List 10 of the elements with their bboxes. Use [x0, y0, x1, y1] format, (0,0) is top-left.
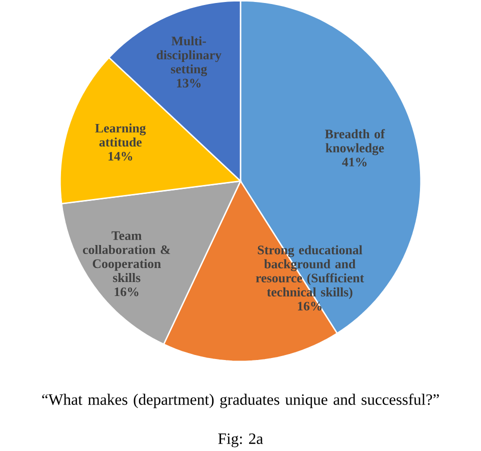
data-label: 41% [342, 158, 367, 166]
slice-label: Multi-disciplinary setting [156, 36, 222, 76]
data-label: 16% [114, 287, 138, 296]
slice-label: Learning attitude [95, 123, 146, 147]
data-label: 14% [108, 152, 132, 161]
text: “What makes (department) graduates unique and successful?” [42, 394, 439, 408]
slice-label: Team collaboration & Cooperation skills [82, 231, 170, 282]
slice-label: Breadth of knowledge [325, 129, 385, 156]
text: Fig: 2a [218, 433, 263, 448]
data-label: 13% [176, 78, 201, 88]
